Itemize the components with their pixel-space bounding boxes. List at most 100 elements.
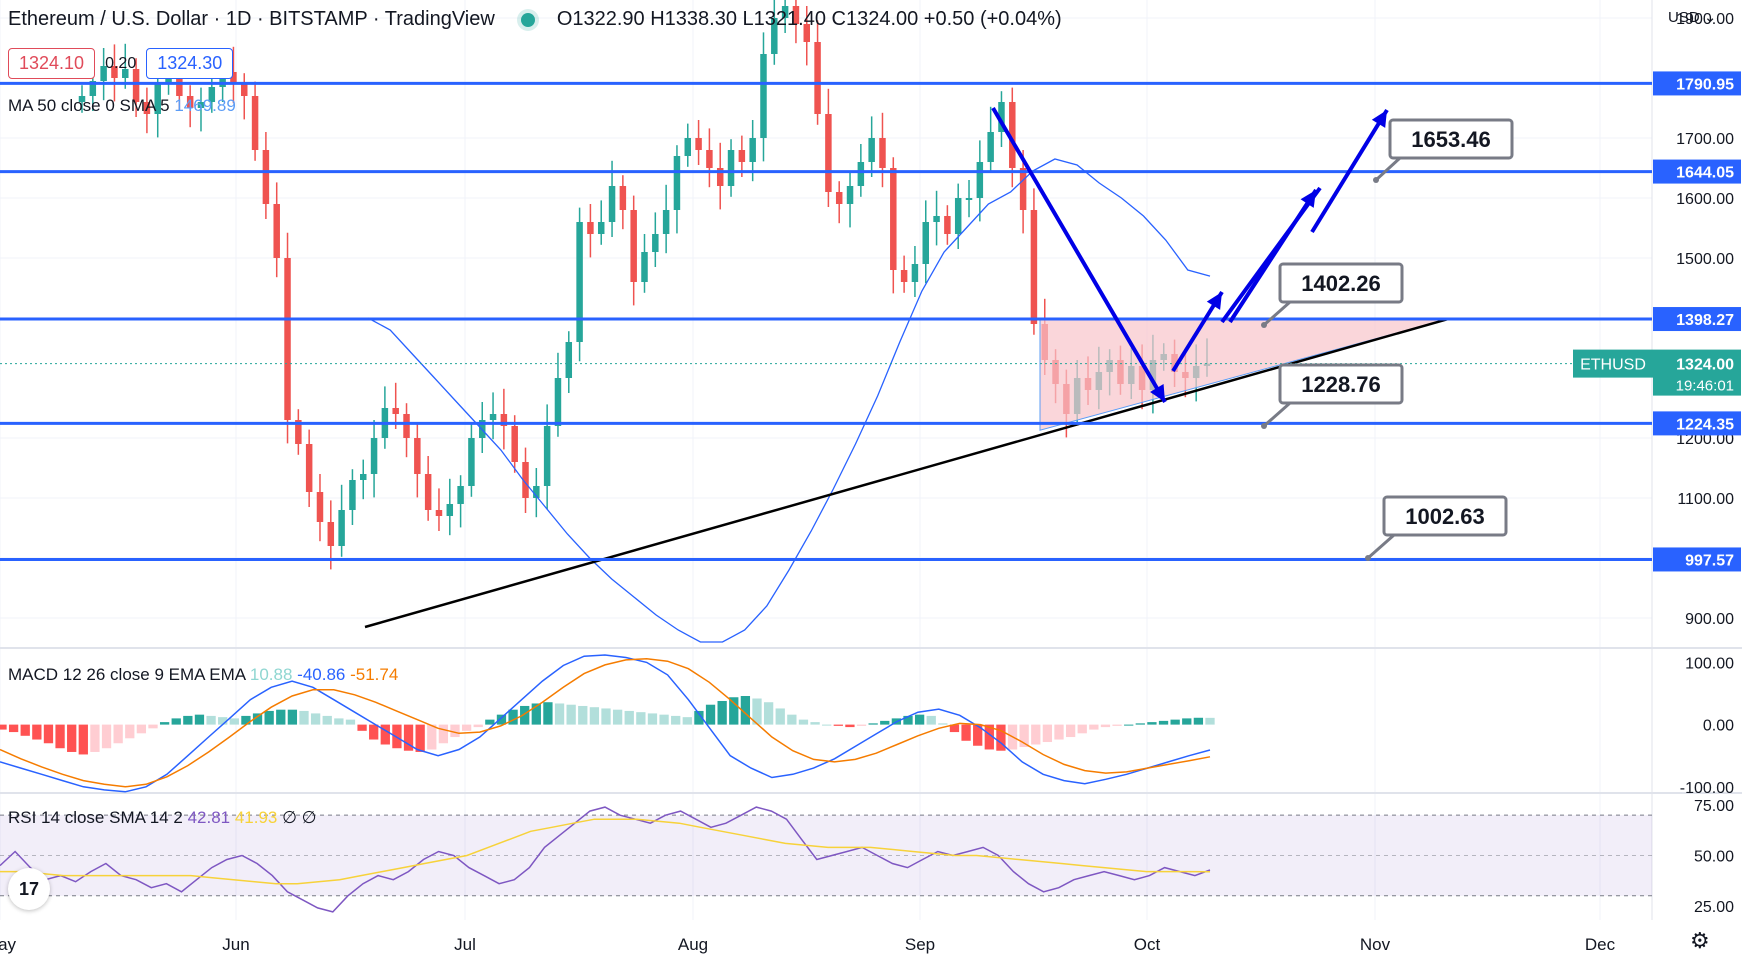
macd-histogram-bar [752, 698, 762, 725]
macd-histogram-bar [496, 714, 507, 725]
level-price-tag [1653, 307, 1741, 332]
candle-body [987, 132, 994, 162]
candle-body [186, 96, 194, 108]
candle-body [349, 480, 356, 510]
macd-histogram-bar [520, 705, 530, 725]
macd-histogram-bar [1182, 718, 1192, 725]
chart-header: Ethereum / U.S. Dollar · 1D · BITSTAMP ·… [8, 8, 1062, 31]
candle-body [208, 87, 216, 102]
candle-body [230, 72, 237, 84]
gear-icon[interactable]: ⚙ [1690, 928, 1710, 953]
ma-value: 1469.89 [174, 96, 236, 115]
callout-label: 1402.26 [1301, 271, 1381, 296]
macd-histogram-bar [717, 700, 727, 725]
macd-hist-value: 10.88 [249, 665, 293, 684]
candle-body [100, 66, 107, 81]
callout-label: 1002.63 [1405, 504, 1485, 529]
ma50-line [367, 158, 1211, 643]
macd-histogram-bar [996, 724, 1006, 751]
candle-body [727, 150, 735, 186]
macd-histogram-bar [1031, 724, 1041, 745]
candle-body [900, 270, 908, 282]
candle-body [489, 414, 497, 420]
time-tick-label: Sep [905, 935, 935, 954]
rsi-value: 42.81 [187, 808, 231, 827]
macd-histogram-bar [252, 713, 263, 725]
candle-body [662, 210, 670, 234]
macd-histogram-bar [543, 702, 553, 725]
level-price-label: 1790.95 [1676, 76, 1734, 93]
level-price-label: 1644.05 [1676, 165, 1734, 182]
currency-selector[interactable]: USD ⌄ [1668, 8, 1716, 26]
candle-body [619, 186, 627, 210]
macd-histogram-bar [531, 703, 541, 725]
spread-value: 0.20 [105, 54, 137, 72]
candle-body [890, 168, 897, 270]
rsi-legend[interactable]: RSI 14 close SMA 14 2 42.81 41.93 ∅ ∅ [8, 808, 316, 828]
candle-body [392, 408, 399, 414]
rsi-extra: ∅ ∅ [282, 808, 317, 827]
macd-tick-label: 100.00 [1685, 655, 1734, 672]
macd-histogram-bar [32, 724, 42, 740]
candle-body [803, 24, 811, 42]
macd-histogram-bar [578, 705, 588, 725]
level-price-tag [1653, 547, 1741, 572]
macd-histogram-bar [671, 715, 681, 725]
callout-box [1382, 495, 1508, 537]
callout-box [1278, 363, 1404, 405]
symbol-title[interactable]: Ethereum / U.S. Dollar · 1D · BITSTAMP ·… [8, 8, 495, 30]
candle-body [716, 168, 724, 186]
candle-body [273, 204, 280, 258]
candle-body [792, 6, 800, 24]
tradingview-logo[interactable]: 17 [8, 868, 50, 910]
current-price-tag [1653, 349, 1741, 396]
macd-histogram-bar [485, 719, 495, 725]
macd-histogram-bar [984, 724, 994, 750]
callout-pointer [1263, 401, 1291, 428]
candle-body [111, 66, 118, 78]
macd-signal-line [0, 657, 1211, 788]
forecast-arrow-head [1371, 110, 1387, 128]
macd-histogram-bar [1065, 724, 1076, 738]
macd-histogram-bar [554, 703, 565, 725]
candle-body [933, 216, 940, 222]
ma-legend[interactable]: MA 50 close 0 SMA 5 1469.89 [8, 96, 236, 116]
sell-button[interactable]: 1324.10 [8, 48, 96, 79]
macd-histogram-bar [729, 697, 739, 725]
price-tick-label: 1500.00 [1676, 251, 1734, 268]
rsi-tick-label: 75.00 [1694, 798, 1734, 815]
macd-histogram-bar [0, 724, 7, 730]
macd-histogram-bar [612, 709, 623, 725]
callout-pointer [1367, 533, 1395, 560]
macd-legend[interactable]: MACD 12 26 close 9 EMA EMA 10.88 -40.86 … [8, 665, 398, 685]
macd-histogram-bar [1077, 724, 1087, 734]
candle-body [673, 156, 681, 210]
macd-histogram-bar [380, 724, 390, 745]
candle-body [835, 192, 843, 204]
macd-histogram-bar [78, 724, 88, 755]
candle-body [857, 162, 865, 186]
forecast-arrow-line [991, 106, 1167, 404]
macd-histogram-bar [694, 710, 704, 725]
candle-body [468, 438, 475, 486]
macd-histogram-bar [369, 724, 379, 740]
candle-body [262, 150, 270, 204]
candle-body [154, 84, 161, 114]
macd-histogram-bar [67, 724, 77, 752]
time-tick-label: May [0, 935, 17, 954]
macd-histogram-bar [90, 724, 100, 752]
macd-histogram-bar [276, 709, 286, 725]
macd-histogram-bar [171, 718, 181, 725]
macd-histogram-bar [241, 715, 251, 725]
macd-histogram-bar [926, 715, 936, 725]
candle-body [652, 234, 659, 252]
candle-body [641, 252, 648, 282]
macd-histogram-bar [636, 712, 646, 725]
candle-body [446, 504, 454, 516]
rsi-sma-line [0, 818, 1211, 885]
candle-body [554, 378, 562, 426]
buy-button[interactable]: 1324.30 [146, 48, 234, 79]
candle-body [706, 150, 713, 168]
macd-histogram-bar [334, 718, 344, 725]
